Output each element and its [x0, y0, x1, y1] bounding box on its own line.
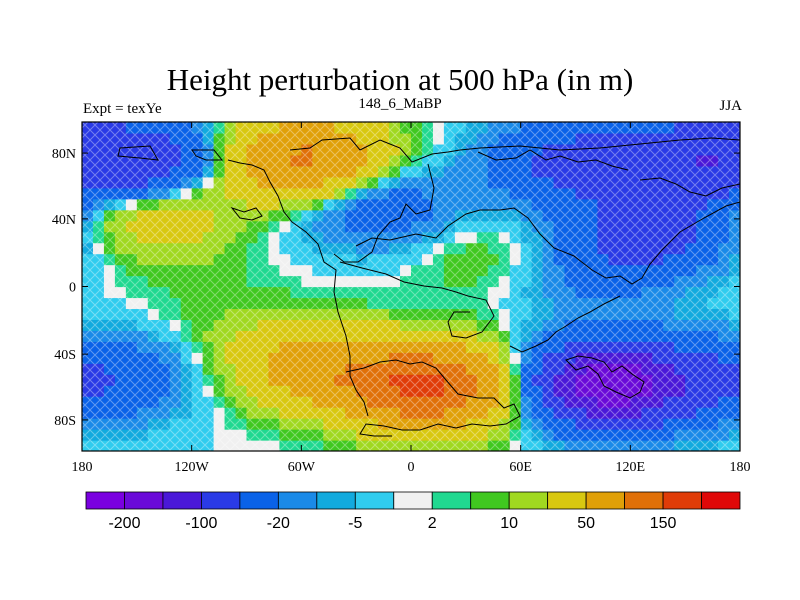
x-tick-label: 120W: [175, 460, 210, 475]
x-tick-label: 60E: [509, 460, 532, 475]
experiment-label: Expt = texYe: [83, 101, 162, 117]
colorbar-swatch: [624, 491, 664, 510]
x-axis: 180 120W 60W 0 60E 120E 180: [72, 122, 751, 475]
colorbar-swatch: [201, 491, 241, 510]
colorbar-swatch: [162, 491, 202, 510]
coastlines: [117, 137, 740, 437]
colorbar-swatch: [239, 491, 279, 510]
colorbar-label: -200: [108, 515, 140, 532]
colorbar: -200 -100 -20 -5 2 10 50 150: [85, 491, 741, 532]
y-tick-label: 80N: [52, 147, 76, 162]
colorbar-swatch: [508, 491, 549, 510]
colorbar-swatch: [585, 491, 625, 510]
colorbar-swatch: [124, 491, 164, 510]
x-tick-label: 180: [72, 460, 93, 475]
x-tick-label: 0: [408, 460, 415, 475]
chart-title: Height perturbation at 500 hPa (in m): [166, 62, 634, 97]
colorbar-label: -5: [348, 515, 362, 532]
colorbar-swatch: [431, 491, 472, 510]
x-tick-label: 180: [730, 460, 751, 475]
colorbar-label: -20: [267, 515, 290, 532]
y-axis: 80N 40N 0 40S 80S: [52, 147, 740, 429]
stipple-overlay: [82, 122, 740, 451]
x-tick-label: 120E: [616, 460, 646, 475]
colorbar-swatch: [85, 491, 125, 510]
x-tick-label: 60W: [288, 460, 316, 475]
colorbar-swatch: [547, 491, 587, 510]
colorbar-swatch: [277, 491, 318, 510]
colorbar-swatch: [701, 491, 741, 510]
case-label: 148_6_MaBP: [358, 96, 442, 112]
colorbar-swatch: [393, 491, 433, 510]
y-tick-label: 40S: [54, 348, 76, 363]
colorbar-label: 10: [500, 515, 518, 532]
y-tick-label: 0: [69, 281, 76, 296]
colorbar-label: 50: [577, 515, 595, 532]
colorbar-swatch: [662, 491, 702, 510]
colorbar-swatch: [354, 491, 395, 510]
y-tick-label: 80S: [54, 414, 76, 429]
season-label: JJA: [719, 98, 742, 114]
colorbar-label: 150: [650, 515, 677, 532]
colorbar-label: 2: [428, 515, 437, 532]
y-tick-label: 40N: [52, 213, 76, 228]
colorbar-swatch: [470, 491, 510, 510]
colorbar-label: -100: [185, 515, 217, 532]
colorbar-swatch: [316, 491, 356, 510]
